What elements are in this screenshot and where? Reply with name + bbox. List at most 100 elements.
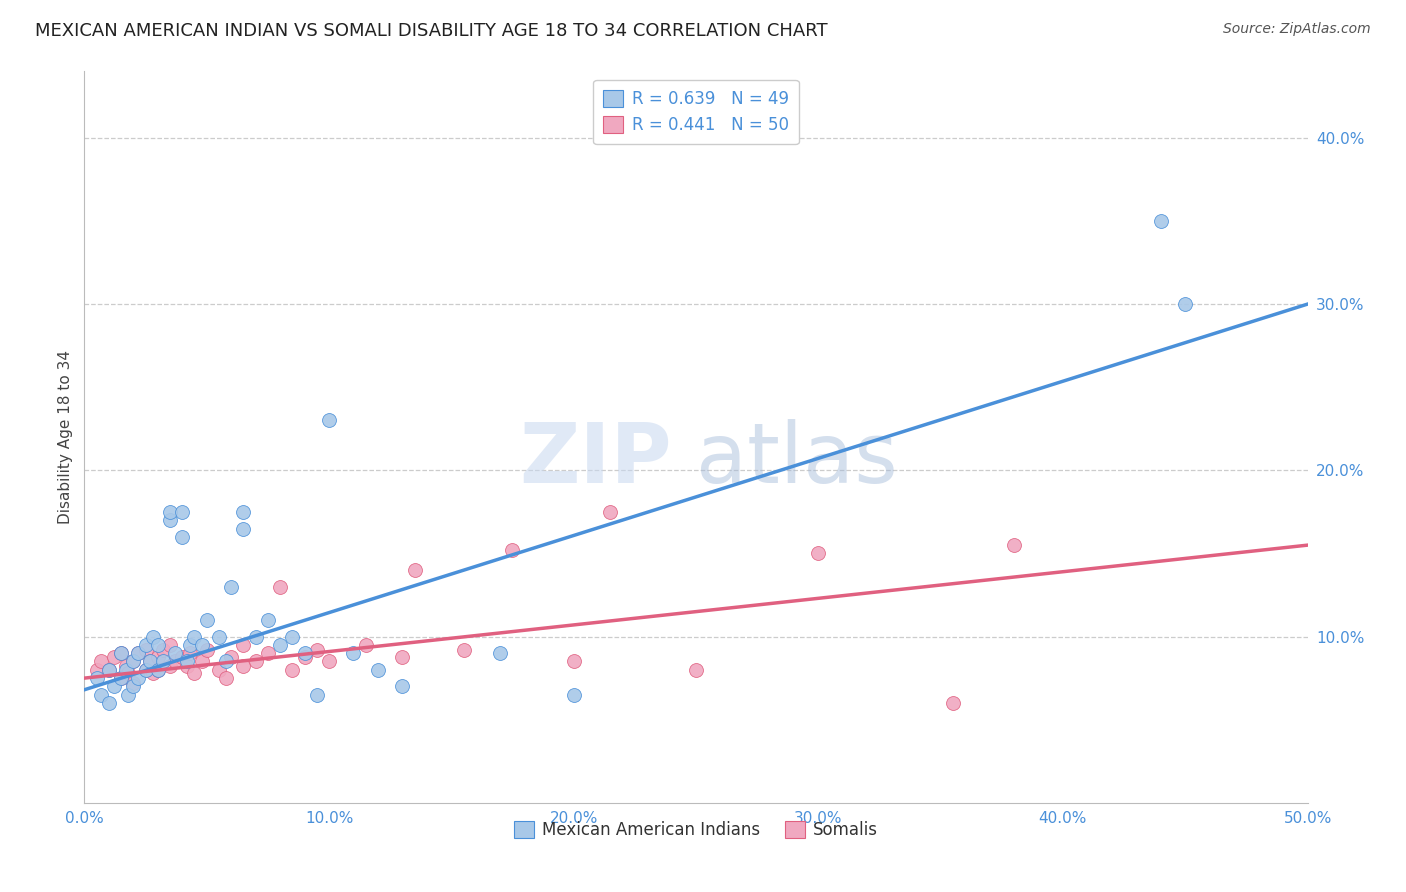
- Point: [115, 663, 138, 677]
- Point: [1174, 297, 1197, 311]
- Point: [318, 413, 340, 427]
- Point: [146, 663, 169, 677]
- Point: [208, 630, 231, 644]
- Point: [159, 659, 181, 673]
- Point: [183, 630, 205, 644]
- Point: [318, 655, 340, 669]
- Point: [122, 676, 145, 690]
- Point: [294, 649, 316, 664]
- Point: [942, 696, 965, 710]
- Point: [305, 688, 328, 702]
- Point: [103, 680, 125, 694]
- Point: [110, 671, 132, 685]
- Point: [122, 680, 145, 694]
- Point: [122, 655, 145, 669]
- Point: [122, 655, 145, 669]
- Point: [135, 663, 157, 677]
- Point: [159, 513, 181, 527]
- Point: [562, 688, 585, 702]
- Point: [172, 505, 194, 519]
- Point: [215, 671, 238, 685]
- Point: [146, 649, 169, 664]
- Point: [191, 638, 214, 652]
- Point: [245, 630, 267, 644]
- Point: [195, 643, 218, 657]
- Point: [281, 630, 304, 644]
- Point: [1150, 214, 1173, 228]
- Point: [110, 646, 132, 660]
- Point: [599, 505, 621, 519]
- Text: Source: ZipAtlas.com: Source: ZipAtlas.com: [1223, 22, 1371, 37]
- Point: [142, 630, 165, 644]
- Point: [127, 646, 149, 660]
- Point: [391, 680, 413, 694]
- Point: [117, 666, 139, 681]
- Point: [110, 646, 132, 660]
- Point: [139, 655, 162, 669]
- Point: [245, 655, 267, 669]
- Point: [208, 663, 231, 677]
- Point: [117, 688, 139, 702]
- Point: [172, 649, 194, 664]
- Point: [562, 655, 585, 669]
- Point: [97, 663, 120, 677]
- Point: [281, 663, 304, 677]
- Point: [502, 543, 524, 558]
- Point: [176, 655, 198, 669]
- Point: [152, 655, 174, 669]
- Point: [127, 646, 149, 660]
- Point: [86, 671, 108, 685]
- Point: [232, 638, 254, 652]
- Point: [90, 655, 112, 669]
- Point: [163, 646, 186, 660]
- Point: [127, 671, 149, 685]
- Point: [110, 671, 132, 685]
- Point: [135, 663, 157, 677]
- Point: [257, 613, 280, 627]
- Legend: Mexican American Indians, Somalis: Mexican American Indians, Somalis: [508, 814, 884, 846]
- Point: [135, 638, 157, 652]
- Point: [257, 646, 280, 660]
- Point: [159, 505, 181, 519]
- Point: [232, 505, 254, 519]
- Point: [179, 638, 201, 652]
- Point: [176, 659, 198, 673]
- Point: [97, 696, 120, 710]
- Point: [453, 643, 475, 657]
- Point: [354, 638, 377, 652]
- Point: [404, 563, 426, 577]
- Point: [103, 649, 125, 664]
- Point: [219, 649, 242, 664]
- Point: [391, 649, 413, 664]
- Point: [219, 580, 242, 594]
- Point: [232, 521, 254, 535]
- Point: [115, 659, 138, 673]
- Point: [685, 663, 707, 677]
- Text: ZIP: ZIP: [519, 418, 672, 500]
- Point: [172, 530, 194, 544]
- Text: atlas: atlas: [696, 418, 897, 500]
- Point: [191, 655, 214, 669]
- Point: [269, 638, 291, 652]
- Point: [342, 646, 364, 660]
- Text: MEXICAN AMERICAN INDIAN VS SOMALI DISABILITY AGE 18 TO 34 CORRELATION CHART: MEXICAN AMERICAN INDIAN VS SOMALI DISABI…: [35, 22, 828, 40]
- Point: [90, 688, 112, 702]
- Point: [183, 666, 205, 681]
- Point: [146, 638, 169, 652]
- Point: [1002, 538, 1025, 552]
- Point: [86, 663, 108, 677]
- Point: [232, 659, 254, 673]
- Point: [146, 663, 169, 677]
- Point: [159, 638, 181, 652]
- Point: [367, 663, 389, 677]
- Point: [294, 646, 316, 660]
- Point: [215, 655, 238, 669]
- Point: [807, 546, 830, 560]
- Point: [195, 613, 218, 627]
- Point: [269, 580, 291, 594]
- Point: [135, 643, 157, 657]
- Point: [489, 646, 512, 660]
- Point: [305, 643, 328, 657]
- Point: [139, 655, 162, 669]
- Point: [97, 663, 120, 677]
